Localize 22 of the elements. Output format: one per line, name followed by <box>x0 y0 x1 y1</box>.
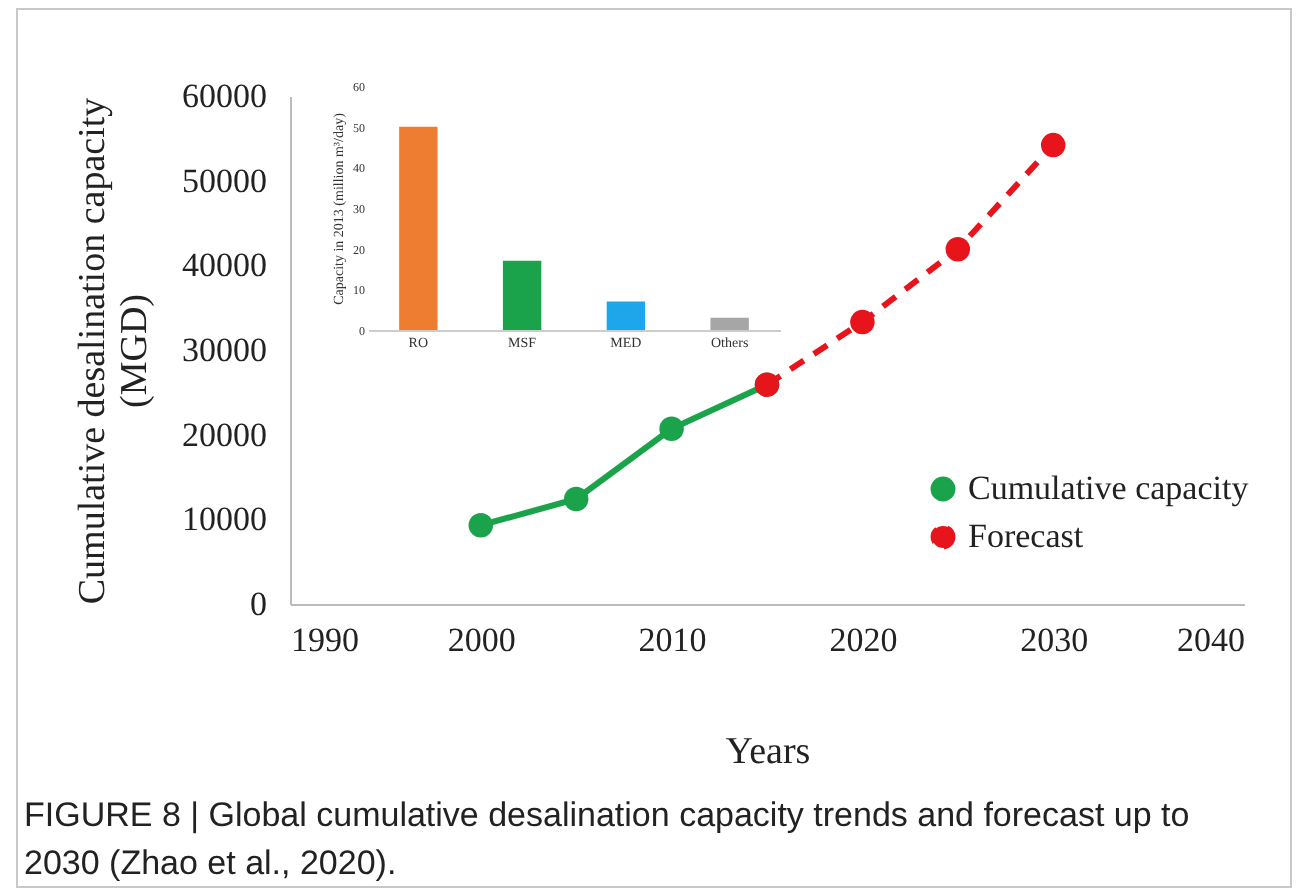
y-tick-label: 10000 <box>182 500 267 539</box>
bar <box>606 301 646 330</box>
x-tick-label: 2040 <box>1177 621 1245 659</box>
legend-label: Cumulative capacity <box>968 469 1250 507</box>
y-tick-label: 20000 <box>182 415 267 454</box>
x-tick-label: 2030 <box>1020 621 1089 659</box>
x-tick-label: 1990 <box>291 621 359 659</box>
y-tick-label: 50000 <box>182 161 267 200</box>
bar <box>399 126 438 330</box>
x-tick-label: 2020 <box>829 621 898 659</box>
y-tick-label: 60000 <box>182 77 267 115</box>
caption: FIGURE 8 | Global cumulative desalination capacity trends and forecast up to 2030 (Zhao et al., 2020). <box>24 794 1192 886</box>
y-tick-label: 40000 <box>182 246 267 285</box>
legend-label: Forecast <box>968 517 1084 555</box>
x-axis-title: Years <box>725 731 811 773</box>
y-axis-title: Cumulative desalination capacity (MGD) <box>72 96 156 605</box>
bar <box>710 317 749 330</box>
y-tick-label: 30000 <box>182 331 267 369</box>
y-tick-label: 0 <box>250 585 267 623</box>
x-tick-label: 2000 <box>447 621 516 659</box>
bar <box>502 260 542 330</box>
x-tick-label: 2010 <box>638 621 707 659</box>
